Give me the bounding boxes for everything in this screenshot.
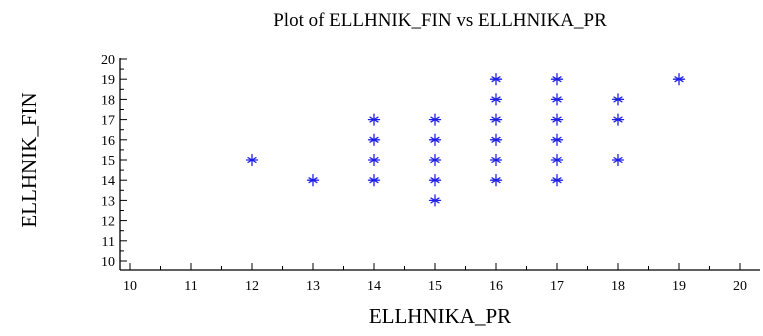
x-tick-label: 10: [123, 279, 137, 294]
data-point: [428, 113, 442, 126]
axes: 10 11 12 13 14 15 16 17 18 19 20 10 11 12 13 14 15 16 17 18…: [101, 53, 760, 294]
data-point: [367, 174, 381, 187]
data-point: [611, 93, 625, 106]
y-axis-title: ELLHNIK_FIN: [17, 92, 41, 227]
data-point: [611, 113, 625, 126]
x-tick-label: 14: [367, 279, 381, 294]
y-tick-label: 15: [101, 154, 115, 169]
data-point: [550, 73, 564, 86]
data-point: [550, 93, 564, 106]
x-tick-label: 20: [733, 279, 747, 294]
data-point: [672, 73, 686, 86]
x-tick-label: 11: [184, 279, 197, 294]
x-tick-label: 15: [428, 279, 442, 294]
x-tick-label: 13: [306, 279, 320, 294]
x-tick-label: 19: [672, 279, 686, 294]
data-point: [550, 174, 564, 187]
x-tick-label: 16: [489, 279, 503, 294]
data-point: [428, 194, 442, 207]
y-tick-label: 18: [101, 93, 115, 108]
x-tick-label: 18: [611, 279, 625, 294]
y-tick-label: 20: [101, 53, 115, 68]
data-point: [428, 133, 442, 146]
data-point: [489, 153, 503, 167]
y-tick-label: 19: [101, 73, 115, 88]
y-tick-label: 11: [102, 235, 115, 250]
x-axis-title: ELLHNIKA_PR: [369, 304, 511, 328]
data-points: [245, 73, 686, 207]
y-tick-label: 14: [101, 174, 115, 189]
data-point: [367, 153, 381, 167]
y-tick-label: 10: [101, 255, 115, 270]
data-point: [489, 133, 503, 146]
data-point: [367, 113, 381, 126]
x-tick-label: 17: [550, 279, 564, 294]
x-tick-label: 12: [245, 279, 259, 294]
data-point: [550, 133, 564, 146]
data-point: [306, 174, 320, 187]
data-point: [245, 153, 259, 167]
data-point: [489, 73, 503, 86]
y-tick-label: 12: [101, 215, 115, 230]
data-point: [428, 153, 442, 167]
y-tick-label: 17: [101, 114, 115, 129]
data-point: [489, 174, 503, 187]
y-tick-label: 16: [101, 134, 115, 149]
data-point: [428, 174, 442, 187]
data-point: [550, 153, 564, 167]
data-point: [550, 113, 564, 126]
y-tick-label: 13: [101, 194, 115, 209]
chart-title: Plot of ELLHNIK_FIN vs ELLHNIKA_PR: [273, 10, 607, 31]
data-point: [489, 113, 503, 126]
data-point: [611, 153, 625, 167]
data-point: [489, 93, 503, 106]
data-point: [367, 133, 381, 146]
